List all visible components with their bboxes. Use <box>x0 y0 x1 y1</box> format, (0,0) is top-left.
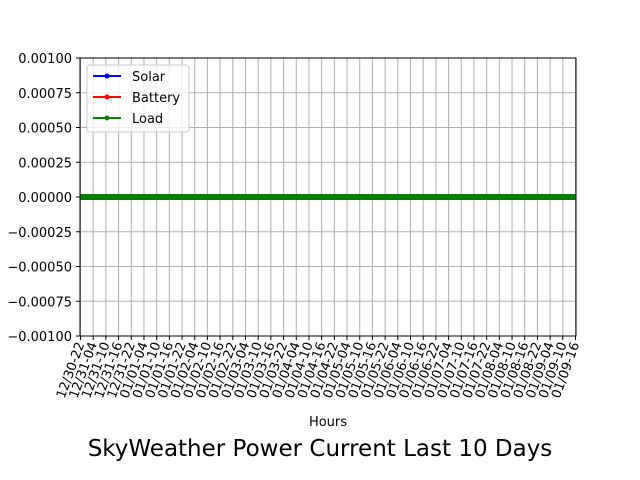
legend-marker-load <box>104 115 110 121</box>
chart-title: SkyWeather Power Current Last 10 Days <box>88 436 553 462</box>
legend-marker-solar <box>104 73 110 79</box>
legend-box <box>86 64 190 133</box>
legend-marker-battery <box>104 94 110 100</box>
y-axis: 0.00100 0.00075 0.00050 0.00025 0.00000 −0.00… <box>7 52 80 345</box>
legend-label-solar: Solar <box>132 70 166 85</box>
x-axis: 12/30-2212/31-0412/31-1012/31-1612/31-22… <box>54 336 583 401</box>
y-tick-label: −0.00050 <box>7 261 72 276</box>
legend-label-battery: Battery <box>132 91 180 106</box>
y-tick-label: −0.00075 <box>7 295 72 310</box>
x-axis-label: Hours <box>309 415 347 430</box>
y-tick-label: −0.00025 <box>7 226 72 241</box>
legend: Solar Battery Load <box>86 64 190 133</box>
y-tick-label: 0.00100 <box>18 52 72 67</box>
y-tick-label: 0.00025 <box>18 156 72 171</box>
y-tick-label: 0.00000 <box>18 191 72 206</box>
legend-label-load: Load <box>132 112 163 127</box>
y-tick-label: 0.00050 <box>18 122 72 137</box>
y-tick-label: −0.00100 <box>7 330 72 345</box>
y-tick-label: 0.00075 <box>18 87 72 102</box>
